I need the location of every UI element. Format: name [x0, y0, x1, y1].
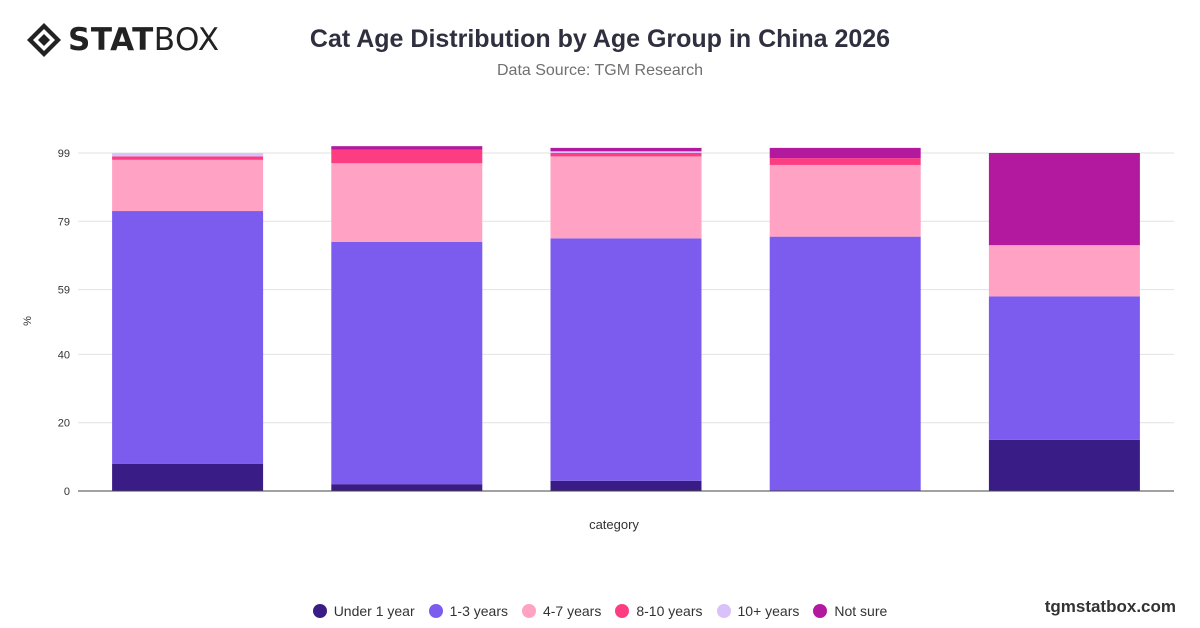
legend-item[interactable]: 1-3 years [428, 603, 508, 619]
bar-segment [769, 236, 921, 491]
bar-segment [112, 159, 264, 212]
bar-segment [112, 463, 264, 491]
diamond-logo-icon [27, 23, 61, 57]
statbox-logo: STATBOX [26, 22, 220, 58]
legend-item[interactable]: 4-7 years [521, 603, 602, 619]
legend-label: 8-10 years [636, 603, 703, 619]
legend-swatch [312, 604, 327, 618]
bar-segment [769, 164, 921, 237]
logo-wordmark-light: BOX [153, 21, 220, 58]
bar-segment [550, 480, 702, 491]
bar-segment [988, 153, 1140, 246]
bar-segment [112, 156, 264, 160]
y-tick-label: 0 [64, 486, 70, 498]
legend-swatch [428, 604, 443, 618]
logo-wordmark: STATBOX [68, 21, 220, 58]
bar-segment [550, 156, 702, 239]
y-tick-label: 99 [58, 148, 70, 160]
footer-site-link[interactable]: tgmstatbox.com [1044, 597, 1176, 616]
bar-segment [550, 238, 702, 481]
bar-segment [331, 484, 483, 491]
legend-swatch [615, 604, 630, 618]
y-tick-label: 40 [58, 349, 70, 361]
bar-segment [550, 151, 702, 153]
y-tick-label: 79 [58, 216, 70, 228]
chart-subtitle: Data Source: TGM Research [496, 62, 703, 79]
bar-segment [331, 146, 483, 150]
legend-item[interactable]: Under 1 year [312, 603, 415, 619]
legend-item[interactable]: Not sure [813, 603, 887, 619]
bar-segment [988, 296, 1140, 440]
chart-legend: Under 1 year 1-3 years 4-7 years 8-10 years… [0, 603, 1200, 619]
legend-label: 4-7 years [542, 603, 602, 619]
legend-item[interactable]: 8-10 years [615, 603, 703, 619]
chart-title: Cat Age Distribution by Age Group in Chi… [309, 25, 891, 53]
legend-label: Not sure [834, 603, 888, 619]
bar-segment [550, 147, 702, 152]
bar-segment [769, 158, 921, 165]
logo-wordmark-bold: STAT [68, 21, 154, 58]
bar-segment [988, 439, 1140, 491]
legend-label: 10+ years [737, 603, 800, 619]
legend-item[interactable]: 10+ years [716, 603, 800, 619]
legend-swatch [716, 604, 731, 618]
bar-segment [769, 147, 921, 159]
bar-segment [112, 153, 264, 157]
bar-segment [331, 163, 483, 242]
legend-swatch [521, 604, 536, 618]
bar-segment [550, 153, 702, 157]
legend-label: 1-3 years [449, 603, 508, 619]
bar-segment [988, 245, 1140, 297]
y-tick-label: 59 [58, 285, 70, 297]
legend-label: Under 1 year [333, 603, 415, 619]
x-axis-label: category [589, 517, 639, 532]
bar-segment [331, 149, 483, 164]
bar-segment [112, 211, 264, 464]
y-tick-label: 20 [58, 418, 70, 430]
y-axis-label: % [22, 316, 34, 326]
bar-segment [331, 241, 483, 485]
legend-swatch [813, 604, 828, 618]
